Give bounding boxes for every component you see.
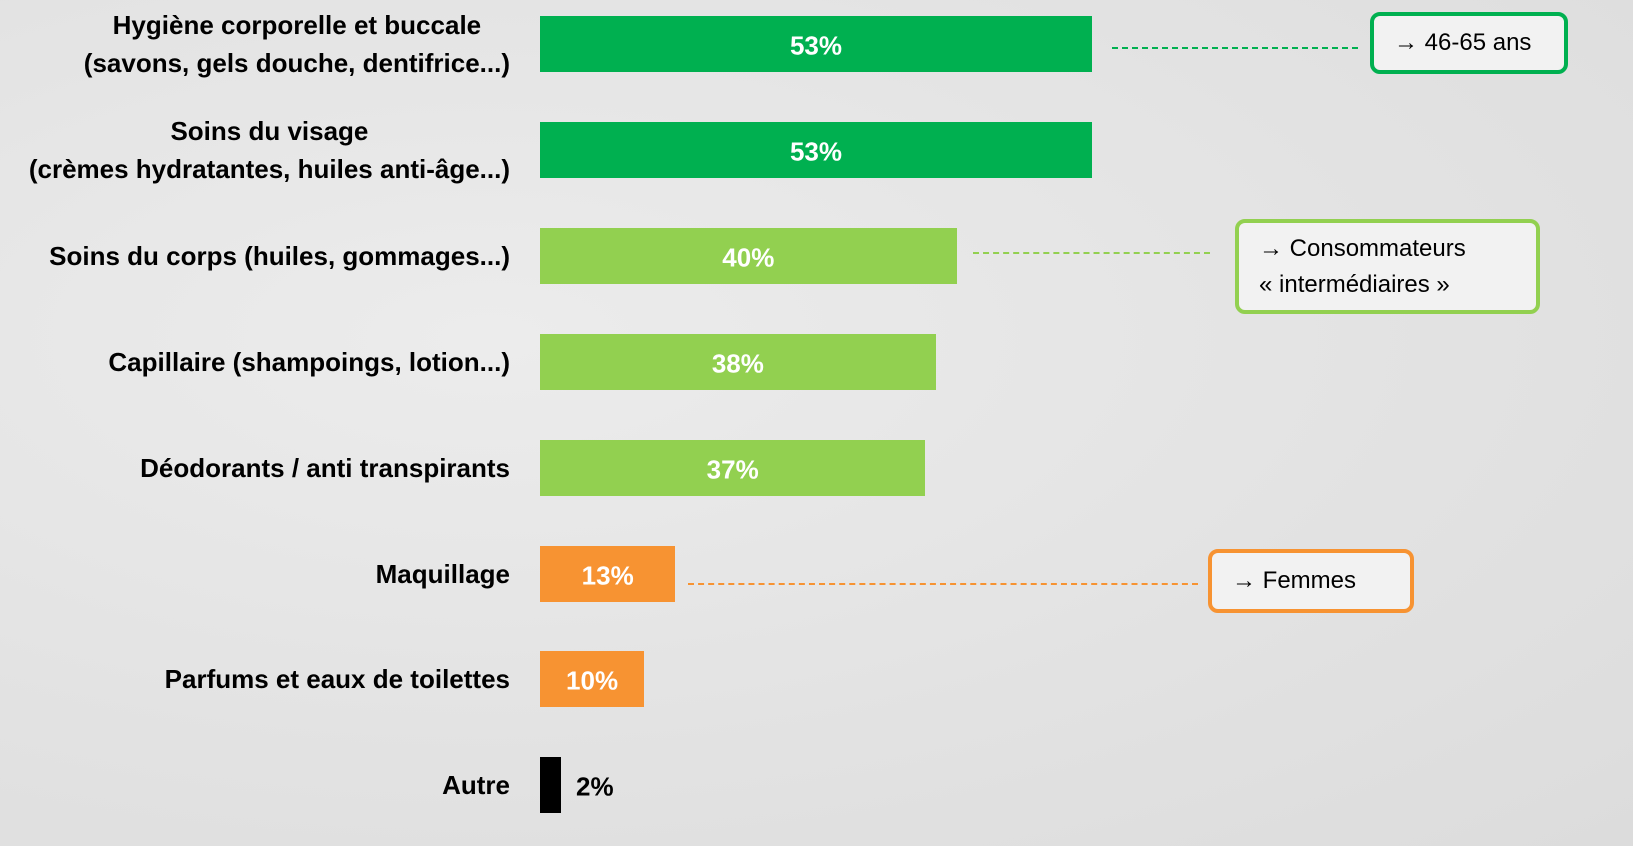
value-label: 38% — [711, 348, 764, 379]
value-label: 53% — [789, 30, 843, 61]
value-label: 2% — [576, 771, 614, 802]
bar — [540, 227, 957, 284]
value-label: 40% — [722, 242, 775, 273]
value-label: 37% — [706, 454, 759, 485]
bar — [540, 333, 936, 390]
bar — [540, 16, 1092, 72]
bar — [540, 439, 926, 496]
bar — [540, 651, 645, 708]
annotation: → Femmes — [1208, 549, 1414, 613]
connector-line — [688, 583, 1198, 585]
category-label: Hygiène corporelle et buccale (savons, g… — [83, 10, 510, 78]
category-label: Parfums et eaux de toilettes — [164, 664, 510, 695]
category-label: Maquillage — [375, 558, 510, 589]
bar — [540, 121, 1092, 178]
category-label: Soins du visage (crèmes hydratantes, hui… — [28, 115, 510, 184]
value-label: 53% — [789, 136, 843, 167]
category-label: Déodorants / anti transpirants — [140, 452, 510, 483]
annotation: → 46-65 ans — [1370, 12, 1568, 74]
value-label: 10% — [566, 665, 619, 696]
category-label: Capillaire (shampoings, lotion...) — [108, 346, 510, 377]
category-label: Autre — [442, 770, 510, 801]
bar — [540, 757, 561, 814]
value-label: 13% — [581, 560, 634, 590]
annotation: → Consommateurs « intermédiaires » — [1235, 219, 1540, 314]
connector-line — [973, 252, 1210, 254]
connector-line — [1112, 47, 1358, 49]
bar — [540, 545, 676, 602]
category-label: Soins du corps (huiles, gommages...) — [49, 240, 510, 271]
